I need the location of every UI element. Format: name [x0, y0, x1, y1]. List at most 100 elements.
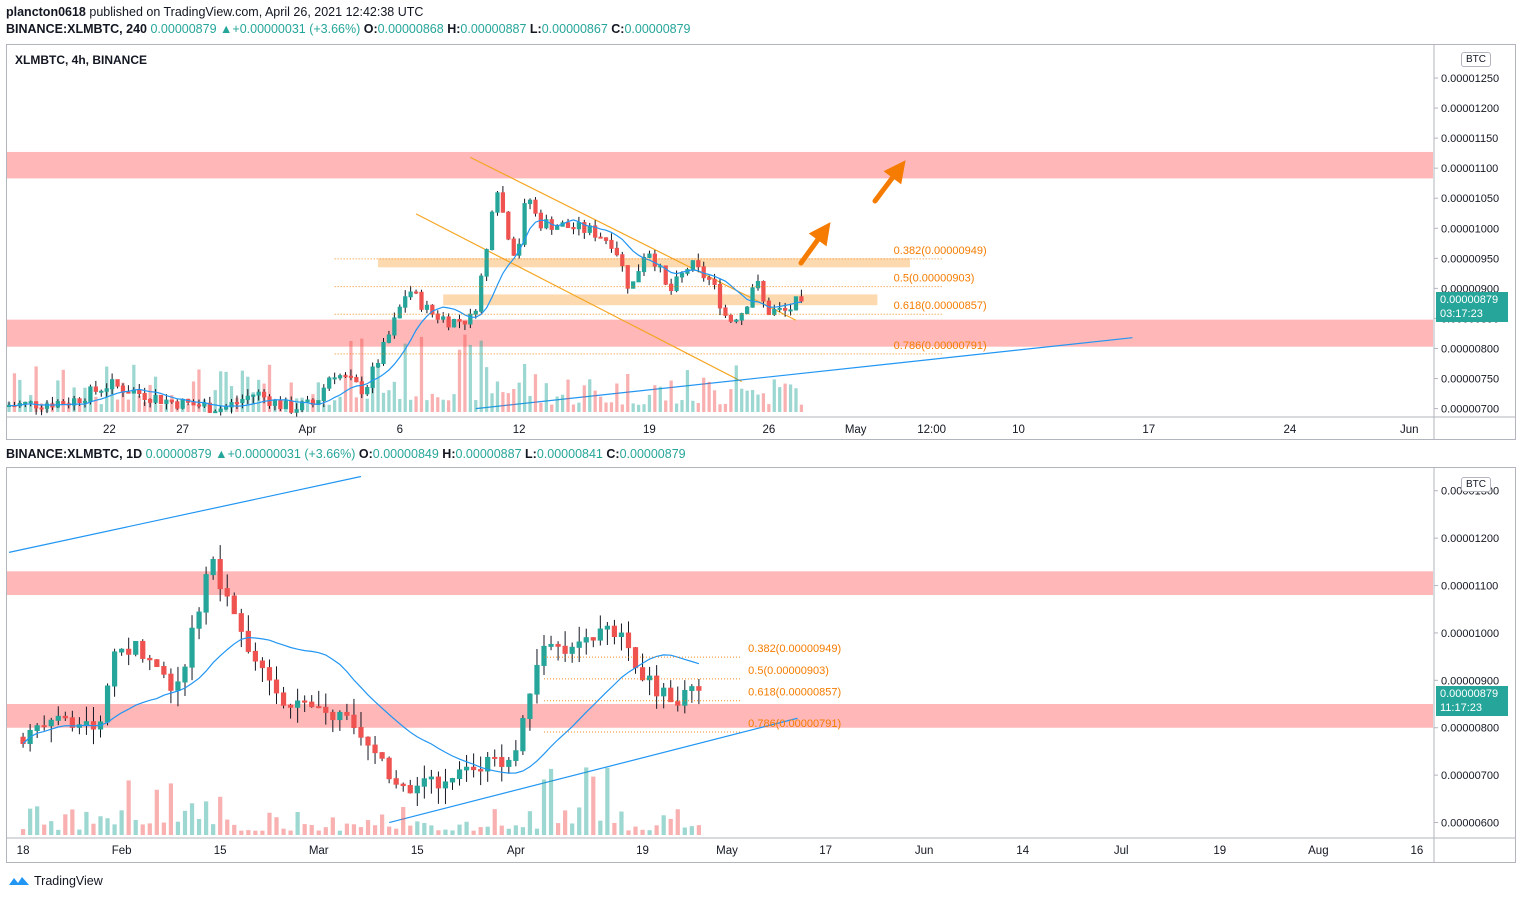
candle: [245, 395, 250, 401]
volume-bar: [394, 828, 399, 835]
volume-bar: [372, 825, 378, 835]
x-tick-label: 12: [513, 424, 526, 436]
volume-bar: [685, 370, 690, 412]
volume-bar: [680, 400, 684, 412]
candle: [761, 280, 766, 302]
volume-bar: [253, 830, 258, 835]
candle: [576, 641, 582, 648]
y-tick-label: 0.00001100: [1441, 581, 1498, 593]
y-tick-label: 0.00001200: [1441, 103, 1499, 115]
volume-bar: [196, 818, 202, 835]
candle: [305, 399, 310, 403]
volume-bar: [240, 370, 245, 412]
candle: [799, 296, 804, 302]
candle: [196, 404, 202, 407]
candle: [168, 673, 174, 691]
candle: [140, 640, 146, 659]
volume-bar: [224, 371, 228, 412]
candle: [652, 253, 657, 267]
volume-bar: [309, 825, 314, 835]
fib-level-label: 0.382(0.00000949): [748, 643, 841, 655]
volume-bar: [492, 809, 497, 835]
candle: [182, 666, 188, 683]
candle: [175, 681, 181, 691]
volume-bar: [77, 829, 82, 835]
candle: [663, 265, 668, 285]
candle: [723, 307, 728, 316]
volume-bar: [485, 826, 490, 835]
brand-name[interactable]: TradingView: [34, 874, 103, 888]
currency-label[interactable]: BTC: [1461, 52, 1491, 67]
volume-bar: [436, 830, 441, 835]
bottom-high-label: H:: [442, 447, 456, 461]
candle: [218, 408, 223, 413]
volume-bar: [631, 403, 635, 412]
volume-bar: [593, 390, 597, 412]
resistance-zone: [7, 151, 1433, 179]
x-tick-label: Mar: [309, 845, 329, 857]
candle: [403, 296, 408, 308]
candle: [126, 391, 131, 394]
volume-bar: [430, 393, 434, 412]
candle: [321, 387, 326, 402]
candle: [223, 406, 229, 410]
volume-bar: [767, 404, 771, 412]
x-tick-label: 10: [1012, 424, 1025, 436]
candle: [381, 341, 386, 364]
candle: [323, 706, 329, 713]
candle: [295, 700, 301, 708]
tradingview-logo-icon[interactable]: [8, 874, 30, 888]
bottom-close: 0.00000879: [619, 447, 686, 461]
author-name[interactable]: plancton0618: [6, 5, 86, 19]
volume-bar: [457, 349, 462, 412]
volume-bar: [571, 404, 576, 412]
volume-bar: [143, 401, 147, 412]
volume-bar: [619, 811, 624, 835]
candle: [93, 386, 98, 392]
volume-bar: [464, 821, 469, 835]
fib-level-label: 0.5(0.00000903): [894, 273, 975, 285]
volume-bar: [584, 767, 589, 835]
bottom-last-price: 0.00000879: [145, 447, 212, 461]
candle: [259, 660, 266, 669]
volume-bar: [77, 404, 82, 412]
candle: [393, 778, 399, 785]
x-tick-label: Jun: [915, 845, 934, 857]
candle: [202, 402, 207, 407]
volume-bar: [729, 389, 733, 412]
currency-label-1d[interactable]: BTC: [1461, 477, 1491, 492]
candle: [217, 559, 223, 590]
x-tick-label: 14: [1016, 845, 1029, 857]
bar-countdown: 03:17:23: [1440, 308, 1483, 320]
candle: [449, 778, 456, 783]
y-tick-label: 0.00000800: [1441, 723, 1499, 735]
current-price: 0.00000879: [1440, 294, 1499, 306]
volume-bar: [513, 825, 518, 835]
volume-bar: [376, 366, 380, 412]
chart-panel-4h[interactable]: 0.382(0.00000949) 0.5(0.00000903) 0.618(0.…: [6, 44, 1516, 440]
candle: [707, 277, 712, 280]
x-tick-label: May: [845, 424, 867, 436]
candle: [337, 711, 343, 721]
volume-bar: [642, 404, 646, 412]
volume-bar: [365, 820, 371, 835]
candle: [569, 646, 575, 654]
y-tick-label: 0.00000800: [1441, 343, 1499, 355]
candle: [407, 785, 413, 794]
candle: [272, 399, 278, 406]
fib-level-label: 0.786(0.00000791): [748, 718, 841, 730]
chart-panel-1d[interactable]: 0.382(0.00000949) 0.5(0.00000903) 0.618(0.…: [6, 467, 1516, 863]
candle: [674, 276, 679, 292]
volume-bar: [750, 389, 755, 412]
volume-bar: [203, 801, 209, 835]
candle: [772, 308, 777, 316]
y-tick-label: 0.00001250: [1441, 73, 1499, 85]
chart-svg-4h[interactable]: 0.382(0.00000949) 0.5(0.00000903) 0.618(0.…: [7, 45, 1515, 439]
volume-bar: [360, 338, 364, 412]
volume-bar: [409, 399, 413, 412]
volume-bar: [387, 826, 392, 835]
chart-svg-1d[interactable]: 0.382(0.00000949) 0.5(0.00000903) 0.618(0.…: [7, 468, 1515, 862]
candle: [251, 394, 256, 397]
volume-bar: [609, 402, 614, 412]
candle: [614, 247, 620, 256]
